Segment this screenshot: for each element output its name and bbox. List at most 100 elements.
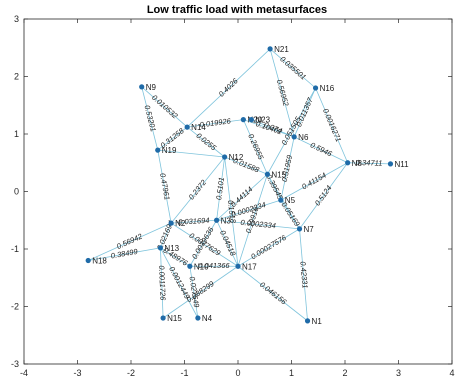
node-label: N6 (298, 133, 309, 142)
node-marker (155, 147, 161, 153)
x-tick-label: -2 (127, 368, 135, 378)
node-label: N21 (274, 45, 289, 54)
x-tick-label: -1 (180, 368, 188, 378)
node-label: N17 (242, 262, 257, 271)
edge-line (280, 136, 295, 201)
edge-line (267, 87, 316, 175)
edge-line (216, 219, 300, 230)
edge-line (280, 162, 348, 201)
edges-layer (88, 48, 391, 322)
chart-title: Low traffic load with metasurfaces (147, 4, 327, 16)
edge-line (160, 247, 164, 319)
edge-line (157, 150, 172, 224)
node-marker (85, 257, 91, 264)
node-label: N12 (229, 153, 244, 162)
node-marker (214, 217, 220, 223)
edge-label: 0.42331 (298, 261, 309, 289)
x-tick-label: 0 (235, 368, 240, 378)
node-marker (160, 315, 166, 321)
node-label: N5 (285, 196, 296, 205)
node-label: N18 (92, 257, 107, 266)
edge-line (162, 265, 239, 319)
node-marker (157, 245, 164, 251)
y-tick-label: 0 (14, 187, 19, 197)
node-marker (312, 85, 319, 91)
node-label: N1 (312, 317, 323, 326)
node-label: N16 (320, 84, 335, 93)
edge-line (243, 119, 295, 138)
node-marker (240, 117, 246, 123)
node-label: N23 (255, 116, 270, 125)
node-label: N4 (202, 314, 213, 323)
node-marker (195, 315, 201, 321)
node-marker (267, 46, 273, 52)
edge-label: 0.5101 (214, 177, 226, 201)
edge-line (160, 247, 191, 267)
edge-line (242, 119, 268, 175)
edge-line (186, 126, 225, 158)
node-marker (345, 160, 351, 166)
y-tick-label: -3 (11, 359, 19, 369)
edge-line (216, 173, 268, 221)
edge-line (294, 136, 348, 164)
x-tick-label: -4 (20, 368, 28, 378)
node-marker (187, 263, 193, 269)
node-label: N15 (167, 314, 182, 323)
edge-line (299, 162, 348, 230)
edge-line (160, 222, 172, 249)
edge-line (141, 86, 188, 128)
x-tick-label: -3 (73, 368, 81, 378)
edge-line (347, 162, 391, 165)
edge-line (157, 149, 225, 158)
node-label: N2 (175, 219, 186, 228)
node-label: N19 (162, 146, 177, 155)
y-tick-label: 2 (14, 72, 19, 82)
edge-line (186, 48, 271, 128)
node-marker (264, 171, 271, 177)
edge-line (237, 174, 268, 267)
edge-line (269, 48, 316, 89)
node-label: N10 (194, 262, 209, 271)
edge-line (189, 220, 217, 267)
node-label: N9 (146, 83, 157, 92)
edge-line (88, 222, 172, 261)
edge-line (216, 156, 226, 221)
node-label: N7 (304, 225, 315, 234)
node-label: N15 (271, 170, 286, 179)
y-tick-label: -2 (11, 302, 19, 312)
node-marker (291, 134, 297, 140)
edge-line (160, 247, 199, 319)
edge-line (216, 220, 239, 267)
edge-line (170, 222, 239, 267)
x-tick-label: 4 (449, 368, 454, 378)
x-tick-label: 1 (289, 368, 294, 378)
edge-line (157, 126, 188, 151)
edge-line (224, 156, 239, 267)
node-marker (278, 197, 284, 203)
node-marker (168, 220, 174, 226)
edge-label: 0.0002334 (240, 218, 276, 231)
node-label: N20 (247, 116, 262, 125)
edge-line (224, 156, 268, 175)
node-marker (304, 318, 311, 324)
node-marker (184, 124, 190, 130)
edge-line (187, 119, 244, 128)
node-label: N3 (221, 216, 232, 225)
nodes-layer: N1 N2 N3 N4 N5 N6 N7 N8 N9 N10 N11 N12 N13 N14 N15 N16 N… (85, 45, 409, 326)
node-label: N8 (352, 159, 363, 168)
edge-label: 0.0011726 (157, 265, 167, 301)
x-tick-label: 3 (396, 368, 401, 378)
node-marker (235, 263, 241, 269)
node-label: N11 (394, 160, 409, 169)
edge-line (293, 87, 316, 138)
edge-line (267, 174, 300, 230)
edge-line (251, 119, 295, 138)
edge-line (237, 228, 300, 267)
node-marker (222, 154, 228, 160)
node-label: N13 (164, 244, 179, 253)
x-tick-label: 2 (342, 368, 347, 378)
edge-line (315, 87, 349, 163)
